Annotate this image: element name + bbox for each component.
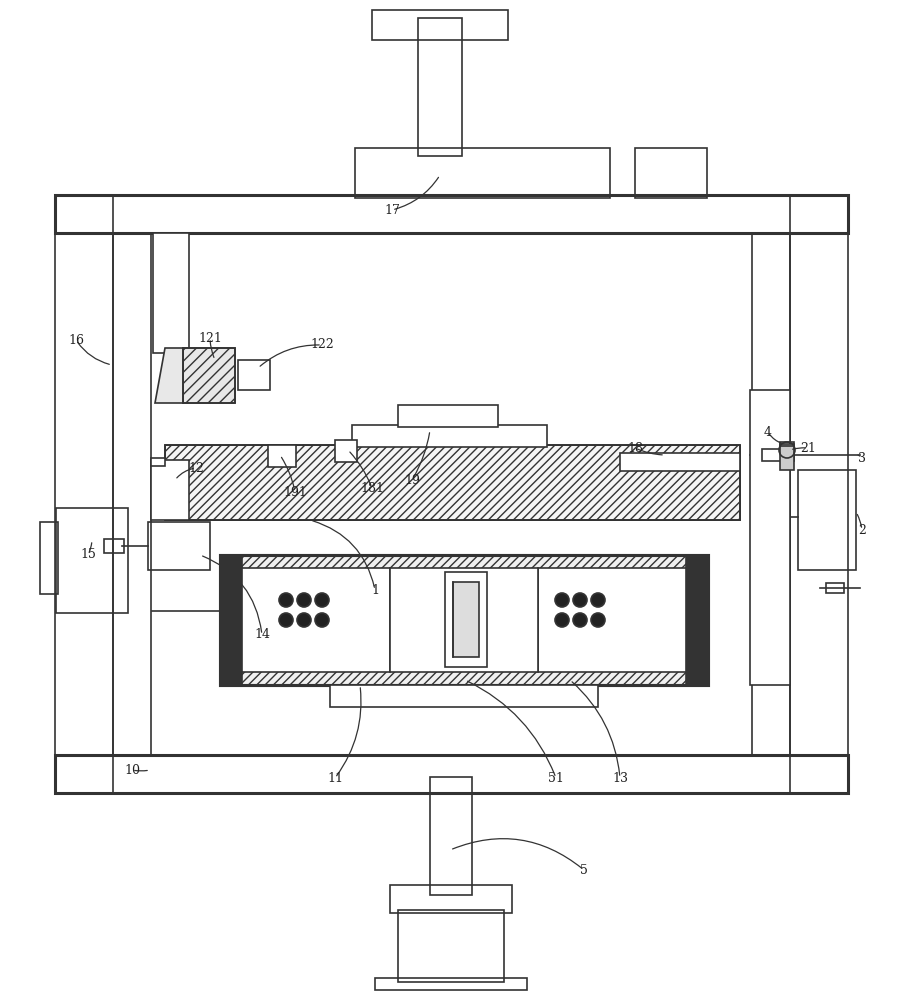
Bar (634, 148, 706, 198)
Bar (538, 568, 686, 672)
Bar (761, 449, 793, 461)
Bar (445, 572, 486, 667)
Circle shape (573, 593, 586, 607)
Text: 1: 1 (371, 584, 379, 596)
Text: 12: 12 (188, 462, 204, 475)
Text: 181: 181 (360, 482, 383, 494)
Bar (429, 777, 472, 895)
Circle shape (279, 593, 292, 607)
Text: 2: 2 (857, 524, 865, 536)
Bar (165, 445, 739, 520)
Bar (779, 442, 793, 446)
Bar (390, 568, 538, 672)
Circle shape (297, 593, 310, 607)
Bar (268, 445, 296, 467)
Text: 19: 19 (403, 474, 419, 487)
Circle shape (315, 593, 328, 607)
Text: 122: 122 (309, 338, 334, 352)
Bar (104, 539, 124, 553)
Polygon shape (155, 348, 183, 403)
Bar (238, 360, 270, 390)
Bar (151, 460, 189, 520)
Circle shape (279, 613, 292, 627)
Text: 191: 191 (282, 486, 307, 498)
Text: 11: 11 (327, 772, 343, 784)
Bar (220, 555, 707, 685)
Bar (55, 755, 847, 793)
Circle shape (297, 613, 310, 627)
Text: 18: 18 (626, 442, 642, 454)
Text: 3: 3 (857, 452, 865, 464)
Bar (242, 568, 390, 672)
Text: 51: 51 (548, 772, 564, 784)
Text: 16: 16 (68, 334, 84, 347)
Circle shape (573, 613, 586, 627)
Bar (113, 233, 151, 755)
Bar (56, 508, 128, 613)
Bar (390, 885, 511, 913)
Bar (354, 148, 610, 198)
Circle shape (315, 613, 328, 627)
Text: 5: 5 (579, 863, 587, 876)
Bar (335, 440, 356, 462)
Bar (152, 233, 189, 353)
Circle shape (555, 613, 568, 627)
Bar (183, 348, 235, 403)
Bar (329, 685, 597, 707)
Text: 121: 121 (198, 332, 222, 344)
Text: 4: 4 (763, 426, 771, 438)
Bar (418, 18, 462, 156)
Circle shape (590, 613, 604, 627)
Bar (352, 425, 547, 447)
Bar (151, 458, 165, 466)
Bar (165, 445, 739, 520)
Bar (398, 910, 503, 982)
Bar (797, 470, 855, 570)
Bar (374, 978, 527, 990)
Bar (789, 195, 847, 793)
Bar (398, 405, 497, 427)
Bar (183, 348, 235, 403)
Bar (40, 522, 58, 594)
Text: 21: 21 (799, 442, 815, 454)
Text: 10: 10 (124, 764, 140, 776)
Bar (453, 582, 478, 657)
Text: 14: 14 (253, 629, 270, 642)
Bar (165, 445, 739, 520)
Text: 17: 17 (383, 204, 400, 217)
Circle shape (590, 593, 604, 607)
Bar (220, 555, 707, 685)
Bar (620, 453, 739, 471)
Text: 15: 15 (80, 548, 96, 562)
Text: 13: 13 (612, 772, 627, 784)
Bar (220, 555, 707, 685)
Bar (825, 583, 843, 593)
Bar (686, 555, 707, 685)
Bar (148, 522, 210, 570)
Bar (750, 390, 789, 685)
Bar (751, 233, 789, 755)
Bar (55, 195, 847, 233)
Bar (372, 10, 508, 40)
Bar (220, 555, 242, 685)
Circle shape (555, 593, 568, 607)
Bar (55, 195, 113, 793)
Bar (779, 444, 793, 470)
